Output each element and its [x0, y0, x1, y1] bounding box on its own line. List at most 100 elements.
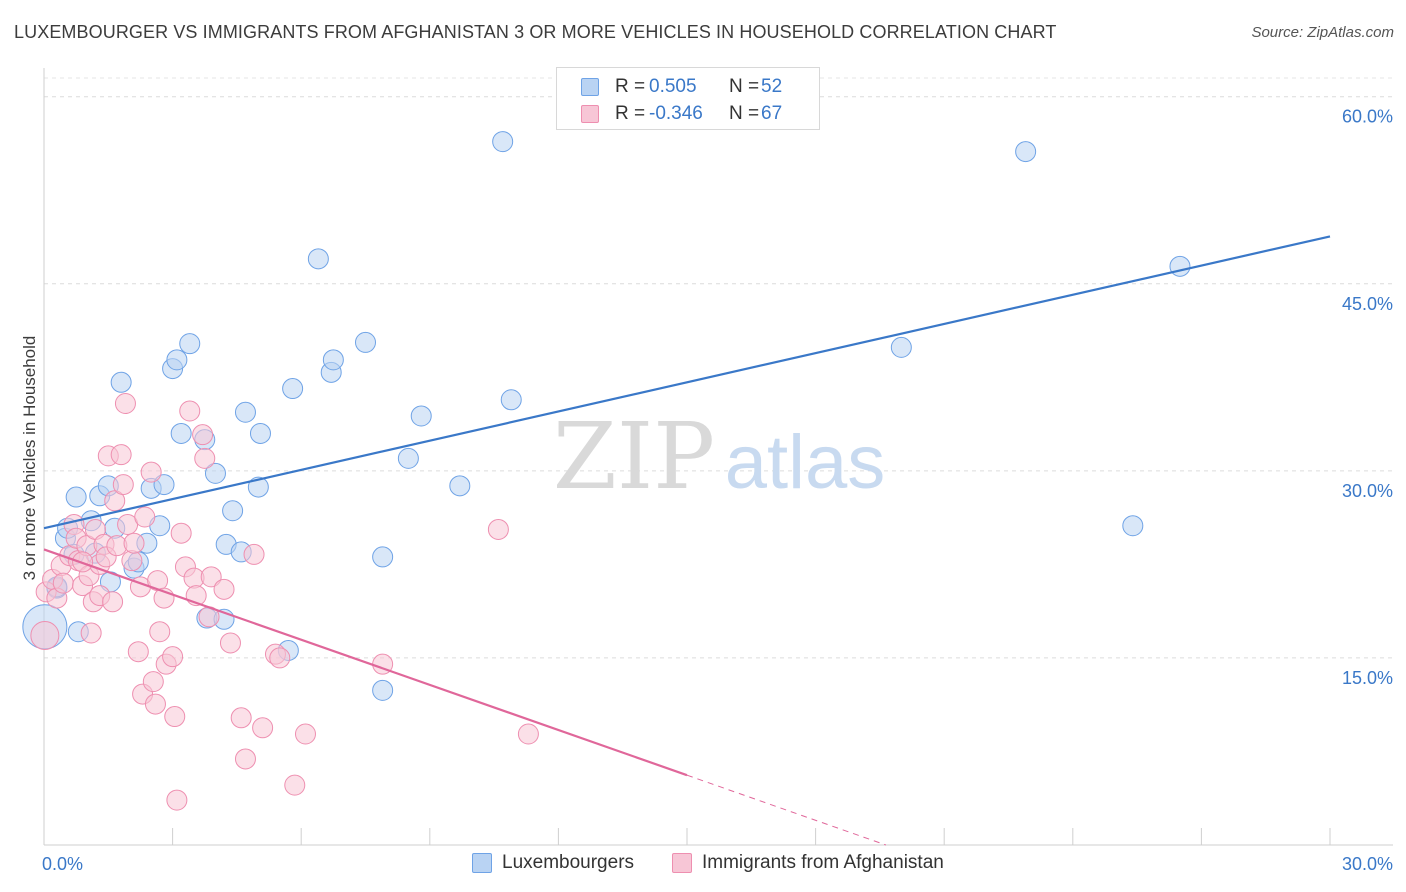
series-swatch-pink — [672, 853, 692, 873]
watermark-atlas: atlas — [725, 420, 886, 505]
legend-r-value: -0.346 — [649, 103, 703, 124]
y-tick-label: 60.0% — [1342, 107, 1393, 127]
data-point-afghanistan — [252, 717, 274, 739]
data-point-luxembourger — [170, 422, 192, 444]
data-point-afghanistan — [194, 447, 216, 469]
data-point-afghanistan — [52, 572, 74, 594]
data-point-afghanistan — [162, 646, 184, 668]
data-point-afghanistan — [164, 706, 186, 728]
data-point-afghanistan — [121, 550, 143, 572]
data-point-afghanistan — [142, 671, 164, 693]
data-point-afghanistan — [149, 621, 171, 643]
data-point-afghanistan — [213, 578, 235, 600]
legend-swatch-blue — [581, 78, 599, 96]
legend-n-value: 67 — [761, 103, 783, 124]
axes — [43, 68, 1393, 846]
data-point-luxembourger — [1122, 515, 1144, 537]
data-point-afghanistan — [284, 774, 306, 796]
series-legend-afghanistan[interactable]: Immigrants from Afghanistan — [672, 852, 944, 874]
data-point-luxembourger — [249, 422, 271, 444]
chart-title: LUXEMBOURGER VS IMMIGRANTS FROM AFGHANIS… — [14, 22, 1057, 42]
watermark: ZIP atlas — [553, 403, 885, 510]
series-label: Immigrants from Afghanistan — [702, 852, 944, 873]
data-point-luxembourger — [179, 333, 201, 355]
data-point-afghanistan — [127, 641, 149, 663]
series-label: Luxembourgers — [502, 852, 635, 873]
data-point-afghanistan — [170, 522, 192, 544]
data-point-luxembourger — [1169, 255, 1191, 277]
legend-n-value: 52 — [761, 76, 783, 97]
data-point-luxembourger — [1015, 141, 1037, 163]
data-point-afghanistan — [487, 518, 509, 540]
data-point-luxembourger — [410, 405, 432, 427]
data-point-luxembourger — [372, 679, 394, 701]
data-point-luxembourger — [222, 500, 244, 522]
data-point-luxembourger — [492, 131, 514, 153]
grid-lines — [44, 77, 1393, 659]
data-point-luxembourger — [110, 371, 132, 393]
legend-r-value: 0.505 — [649, 76, 697, 97]
data-point-afghanistan — [123, 532, 145, 554]
data-point-afghanistan — [80, 622, 102, 644]
data-point-luxembourger — [166, 349, 188, 371]
data-point-afghanistan — [112, 474, 134, 496]
legend-n-label: N = — [729, 76, 760, 97]
x-tick-label: 30.0% — [1342, 854, 1393, 874]
trend-lines — [43, 235, 1331, 846]
legend-r-label: R = — [615, 103, 646, 124]
data-point-afghanistan — [114, 393, 136, 415]
legend-row-luxembourgers: R = 0.505 N = 52 — [581, 74, 782, 100]
y-tick-label: 30.0% — [1342, 481, 1393, 501]
series-swatch-blue — [472, 853, 492, 873]
legend-swatch-pink — [581, 105, 599, 123]
data-point-luxembourger — [449, 475, 471, 497]
data-point-afghanistan — [140, 461, 162, 483]
data-point-afghanistan — [243, 543, 265, 565]
data-point-luxembourger — [372, 546, 394, 568]
data-point-afghanistan — [269, 647, 291, 669]
data-point-afghanistan — [230, 707, 252, 729]
series-legend: Luxembourgers Immigrants from Afghanista… — [0, 852, 1406, 878]
series-legend-luxembourgers[interactable]: Luxembourgers — [472, 852, 634, 874]
data-point-luxembourger — [890, 336, 912, 358]
legend-n-label: N = — [729, 103, 760, 124]
x-tick-label: 0.0% — [42, 854, 83, 874]
data-point-afghanistan — [102, 591, 124, 613]
correlation-legend: R = 0.505 N = 52 R = -0.346 N = 67 — [556, 67, 820, 130]
data-point-luxembourger — [322, 349, 344, 371]
legend-r-label: R = — [615, 76, 646, 97]
data-point-luxembourger — [282, 378, 304, 400]
data-point-luxembourger — [355, 331, 376, 353]
y-tick-label: 45.0% — [1342, 294, 1393, 314]
data-point-luxembourger — [65, 486, 87, 508]
y-tick-label: 15.0% — [1342, 668, 1393, 688]
data-point-luxembourger — [397, 447, 419, 469]
data-point-afghanistan — [30, 620, 60, 650]
data-point-afghanistan — [200, 566, 222, 588]
data-point-afghanistan — [234, 748, 256, 770]
data-point-afghanistan — [179, 400, 201, 422]
watermark-zip: ZIP — [553, 403, 715, 510]
data-point-luxembourger — [204, 462, 226, 484]
data-point-luxembourger — [307, 248, 329, 270]
data-point-afghanistan — [294, 723, 316, 745]
data-point-afghanistan — [134, 506, 156, 528]
data-point-afghanistan — [104, 490, 126, 512]
trend-line-luxembourger — [43, 235, 1331, 530]
data-point-afghanistan — [166, 789, 188, 811]
data-point-afghanistan — [110, 444, 132, 466]
source-label: Source: ZipAtlas.com — [1251, 24, 1394, 41]
data-point-afghanistan — [192, 424, 214, 446]
data-point-luxembourger — [153, 474, 175, 496]
legend-row-afghanistan: R = -0.346 N = 67 — [581, 101, 782, 127]
data-point-afghanistan — [219, 632, 241, 654]
data-point-afghanistan — [517, 723, 539, 745]
data-point-luxembourger — [500, 389, 522, 411]
trend-line-afghanistan — [43, 548, 688, 777]
trend-line-afghanistan-extension — [686, 774, 887, 846]
tick-labels: 15.0% 30.0% 45.0% 60.0% 0.0% 30.0% — [42, 107, 1393, 874]
data-point-luxembourger — [234, 401, 256, 423]
data-point-afghanistan — [144, 693, 166, 715]
data-point-luxembourger — [247, 476, 269, 498]
